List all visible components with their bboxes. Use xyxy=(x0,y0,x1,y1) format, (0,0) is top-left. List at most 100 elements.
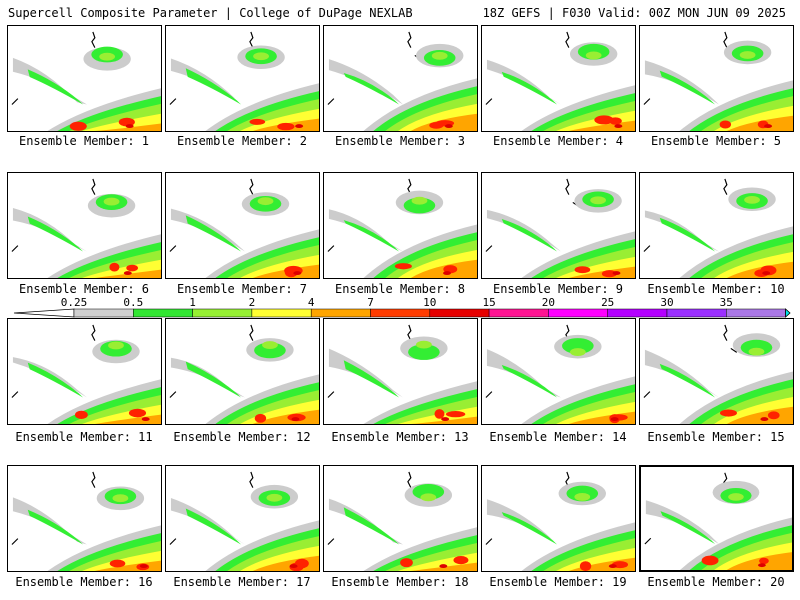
legend-swatch xyxy=(429,308,490,318)
map-5 xyxy=(643,31,793,131)
panel-caption-16: Ensemble Member: 16 xyxy=(15,575,153,589)
field-core xyxy=(444,124,453,129)
panel-caption-18: Ensemble Member: 18 xyxy=(331,575,469,589)
ensemble-panel-17[interactable] xyxy=(165,465,320,572)
field-blob xyxy=(254,342,286,359)
field-core xyxy=(295,124,304,129)
legend-arrow-left xyxy=(13,308,75,318)
field-core xyxy=(249,118,266,125)
legend-swatch xyxy=(488,308,549,318)
field-core xyxy=(610,417,619,422)
panel-caption-14: Ensemble Member: 14 xyxy=(489,430,627,444)
panel-caption-11: Ensemble Member: 11 xyxy=(15,430,153,444)
field-band xyxy=(726,406,793,424)
field-band xyxy=(185,361,242,398)
field-core xyxy=(767,411,780,420)
field-core xyxy=(254,413,267,423)
ensemble-panel-4[interactable] xyxy=(481,25,636,132)
field-blob xyxy=(728,493,744,501)
field-band xyxy=(501,365,558,398)
ensemble-panel-19[interactable] xyxy=(481,465,636,572)
field-core xyxy=(125,124,134,129)
legend-tick-label: 1 xyxy=(189,296,196,309)
map-9 xyxy=(485,178,635,278)
legend-tick-label: 15 xyxy=(482,296,495,309)
ensemble-panel-8[interactable] xyxy=(323,172,478,279)
field-core xyxy=(293,271,302,276)
field-core xyxy=(109,262,120,272)
ensemble-panel-13[interactable] xyxy=(323,318,478,425)
field-band xyxy=(410,562,477,571)
legend-tick-label: 7 xyxy=(367,296,374,309)
field-core xyxy=(277,122,295,131)
field-band xyxy=(501,218,558,252)
ensemble-panel-14[interactable] xyxy=(481,318,636,425)
ensemble-panel-7[interactable] xyxy=(165,172,320,279)
field-core xyxy=(594,115,614,125)
ensemble-panel-12[interactable] xyxy=(165,318,320,425)
ensemble-panel-6[interactable] xyxy=(7,172,162,279)
ensemble-panel-3[interactable] xyxy=(323,25,478,132)
map-14 xyxy=(485,324,635,424)
map-15 xyxy=(643,324,793,424)
map-16 xyxy=(11,471,161,571)
legend-swatch xyxy=(133,308,193,318)
legend-tick-label: 25 xyxy=(601,296,614,309)
panel-caption-1: Ensemble Member: 1 xyxy=(18,134,150,148)
ensemble-panel-20[interactable] xyxy=(639,465,794,572)
field-core xyxy=(141,417,150,422)
panel-caption-15: Ensemble Member: 15 xyxy=(647,430,785,444)
field-core xyxy=(400,558,413,568)
field-blob xyxy=(574,493,591,501)
field-blob xyxy=(569,348,586,356)
field-band xyxy=(343,507,400,545)
ensemble-panel-10[interactable] xyxy=(639,172,794,279)
field-blob xyxy=(415,340,432,349)
field-band xyxy=(343,220,400,252)
legend-swatch xyxy=(666,308,727,318)
field-core xyxy=(701,555,719,566)
panel-caption-12: Ensemble Member: 12 xyxy=(173,430,311,444)
ensemble-panel-11[interactable] xyxy=(7,318,162,425)
panel-caption-8: Ensemble Member: 8 xyxy=(334,282,466,296)
map-4 xyxy=(485,31,635,131)
field-core xyxy=(74,410,88,419)
ensemble-panel-9[interactable] xyxy=(481,172,636,279)
field-band xyxy=(185,215,242,252)
field-band xyxy=(659,217,716,252)
field-core xyxy=(139,564,148,569)
map-12 xyxy=(169,324,319,424)
map-18 xyxy=(327,471,477,571)
field-band xyxy=(410,416,477,424)
field-core xyxy=(123,271,132,276)
legend-swatch xyxy=(73,308,134,318)
ensemble-panel-15[interactable] xyxy=(639,318,794,425)
legend-swatch xyxy=(726,308,786,318)
coastline xyxy=(643,324,738,398)
field-blob xyxy=(590,196,606,205)
field-core xyxy=(612,271,621,276)
field-core xyxy=(608,564,617,569)
field-band xyxy=(486,349,561,398)
field-core xyxy=(434,409,445,419)
ensemble-panel-2[interactable] xyxy=(165,25,320,132)
ensemble-panel-18[interactable] xyxy=(323,465,478,572)
legend-bar: 0.25 0.5 1 2 4 7 10 15 20 25 30 35 xyxy=(13,296,791,318)
ensemble-panel-5[interactable] xyxy=(639,25,794,132)
field-blob xyxy=(431,51,448,60)
map-20 xyxy=(644,472,792,570)
field-band xyxy=(94,414,161,424)
ensemble-panel-16[interactable] xyxy=(7,465,162,572)
ensemble-panel-1[interactable] xyxy=(7,25,162,132)
map-11 xyxy=(11,324,161,424)
field-core xyxy=(719,409,737,417)
legend-tick-label: 2 xyxy=(249,296,256,309)
field-band xyxy=(343,73,400,105)
legend-arrow-right xyxy=(785,308,791,318)
panel-caption-6: Ensemble Member: 6 xyxy=(18,282,150,296)
field-core xyxy=(291,417,300,422)
field-blob xyxy=(99,52,116,61)
legend-tick-label: 0.5 xyxy=(123,296,143,309)
field-band xyxy=(27,509,84,545)
field-band xyxy=(501,512,558,545)
